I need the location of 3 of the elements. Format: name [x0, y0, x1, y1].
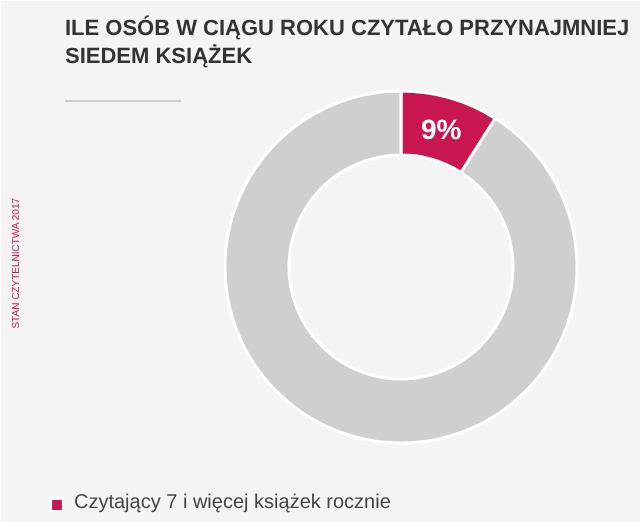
data-label: 9% [420, 112, 463, 145]
legend-label: Czytający 7 i więcej książek rocznie [74, 492, 391, 514]
chart-title: ILE OSÓB W CIĄGU ROKU CZYTAŁO PRZYNAJMNIEJ SIEDEM KSIĄŻEK [65, 15, 630, 69]
